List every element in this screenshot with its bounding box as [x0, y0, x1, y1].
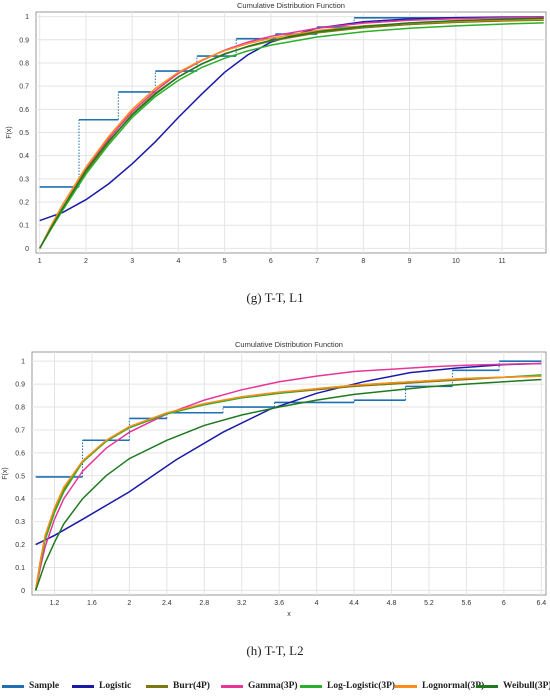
legend-swatch [476, 684, 498, 688]
y-tick-label: 0.3 [19, 176, 29, 183]
x-tick-label: 9 [408, 258, 412, 265]
series-line-log-logistic-3p- [39, 22, 544, 249]
chart-title: Cumulative Distribution Function [235, 340, 343, 349]
legend: Sample Logistic Burr(4P) Gamma(3P) Log-Logis… [0, 681, 550, 699]
y-tick-label: 0.1 [19, 223, 29, 230]
legend-item: Log-Logistic(3P) [300, 681, 395, 691]
y-axis-label: F(x) [2, 467, 9, 479]
plot-area: Cumulative Distribution Function 0 0.1 0.2 0… [6, 1, 547, 265]
plot-area: Cumulative Distribution Function 0 0.1 0.2 0… [2, 340, 547, 618]
x-tick-label: 1.2 [50, 600, 60, 607]
x-tick-label: 2 [127, 600, 131, 607]
legend-item: Gamma(3P) [221, 681, 298, 691]
legend-label: Weibull(3P) [503, 681, 550, 691]
legend-item: Burr(4P) [146, 681, 210, 691]
series-line-weibull-3p- [39, 17, 544, 249]
legend-label: Sample [29, 681, 60, 691]
series-line-gamma-3p- [34, 362, 542, 591]
x-tick-label: 4.4 [349, 600, 359, 607]
y-axis-label: F(x) [6, 126, 13, 138]
y-tick-label: 0.1 [15, 565, 25, 572]
legend-label: Gamma(3P) [248, 681, 298, 691]
x-tick-label: 8 [361, 258, 365, 265]
y-tick-label: 0.3 [15, 519, 25, 526]
series-line-weibull-3p- [34, 378, 542, 591]
y-tick-label: 0.6 [15, 450, 25, 457]
legend-label: Burr(4P) [173, 681, 210, 691]
x-tick-label: 5.2 [424, 600, 434, 607]
x-tick-label: 4 [176, 258, 180, 265]
y-tick-label: 0.2 [19, 200, 29, 207]
y-tick-label: 0.5 [15, 473, 25, 480]
legend-swatch [72, 684, 94, 688]
legend-item: Logistic [72, 681, 131, 691]
x-tick-label: 3.2 [237, 600, 247, 607]
legend-label: Lognormal(3P) [422, 681, 485, 691]
chart-title: Cumulative Distribution Function [237, 1, 345, 10]
x-tick-label: 11 [498, 258, 505, 265]
y-tick-label: 0.8 [15, 405, 25, 412]
x-tick-label: 7 [315, 258, 319, 265]
x-tick-label: 1.6 [87, 600, 97, 607]
legend-item: Lognormal(3P) [395, 681, 484, 691]
x-tick-label: 6 [269, 258, 273, 265]
x-tick-label: 4.8 [387, 600, 397, 607]
legend-swatch [2, 684, 24, 688]
y-tick-label: 1 [25, 14, 29, 21]
y-tick-label: 0 [25, 246, 29, 253]
x-tick-label: 3.6 [274, 600, 284, 607]
y-tick-label: 0.5 [19, 130, 29, 137]
x-tick-label: 3 [130, 258, 134, 265]
y-tick-label: 0.7 [15, 427, 25, 434]
series-line-logistic [39, 16, 544, 222]
x-tick-label: 2.8 [199, 600, 209, 607]
caption-g: (g) T-T, L1 [246, 290, 304, 305]
y-tick-label: 0 [21, 588, 25, 595]
x-axis-label: x [287, 611, 291, 618]
legend-swatch [221, 684, 243, 688]
legend-item: Sample [2, 681, 59, 691]
legend-swatch [146, 684, 168, 688]
chart-h: Cumulative Distribution Function 0 0.1 0.2 0… [2, 340, 547, 618]
y-tick-label: 0.9 [19, 37, 29, 44]
x-tick-label: 5 [223, 258, 227, 265]
legend-label: Logistic [99, 681, 132, 691]
y-tick-label: 0.7 [19, 84, 29, 91]
series-line-lognormal-3p- [34, 375, 542, 591]
x-tick-label: 6.4 [536, 600, 546, 607]
y-tick-label: 0.4 [15, 496, 25, 503]
caption-h: (h) T-T, L2 [246, 643, 304, 658]
x-tick-label: 10 [452, 258, 460, 265]
x-tick-label: 2.4 [162, 600, 172, 607]
y-tick-label: 0.2 [15, 542, 25, 549]
legend-swatch [395, 684, 417, 688]
legend-item: Weibull(3P) [476, 681, 550, 691]
chart-g: Cumulative Distribution Function 0 0.1 0.2 0… [6, 1, 547, 265]
y-tick-label: 0.4 [19, 153, 29, 160]
legend-swatch [300, 684, 322, 688]
y-tick-label: 1 [21, 359, 25, 366]
y-tick-label: 0.8 [19, 60, 29, 67]
y-tick-label: 0.9 [15, 382, 25, 389]
x-tick-label: 1 [38, 258, 42, 265]
x-tick-label: 4 [315, 600, 319, 607]
y-tick-label: 0.6 [19, 107, 29, 114]
x-tick-label: 2 [84, 258, 88, 265]
legend-label: Log-Logistic(3P) [327, 681, 396, 691]
x-tick-label: 5.6 [462, 600, 472, 607]
x-tick-label: 6 [502, 600, 506, 607]
